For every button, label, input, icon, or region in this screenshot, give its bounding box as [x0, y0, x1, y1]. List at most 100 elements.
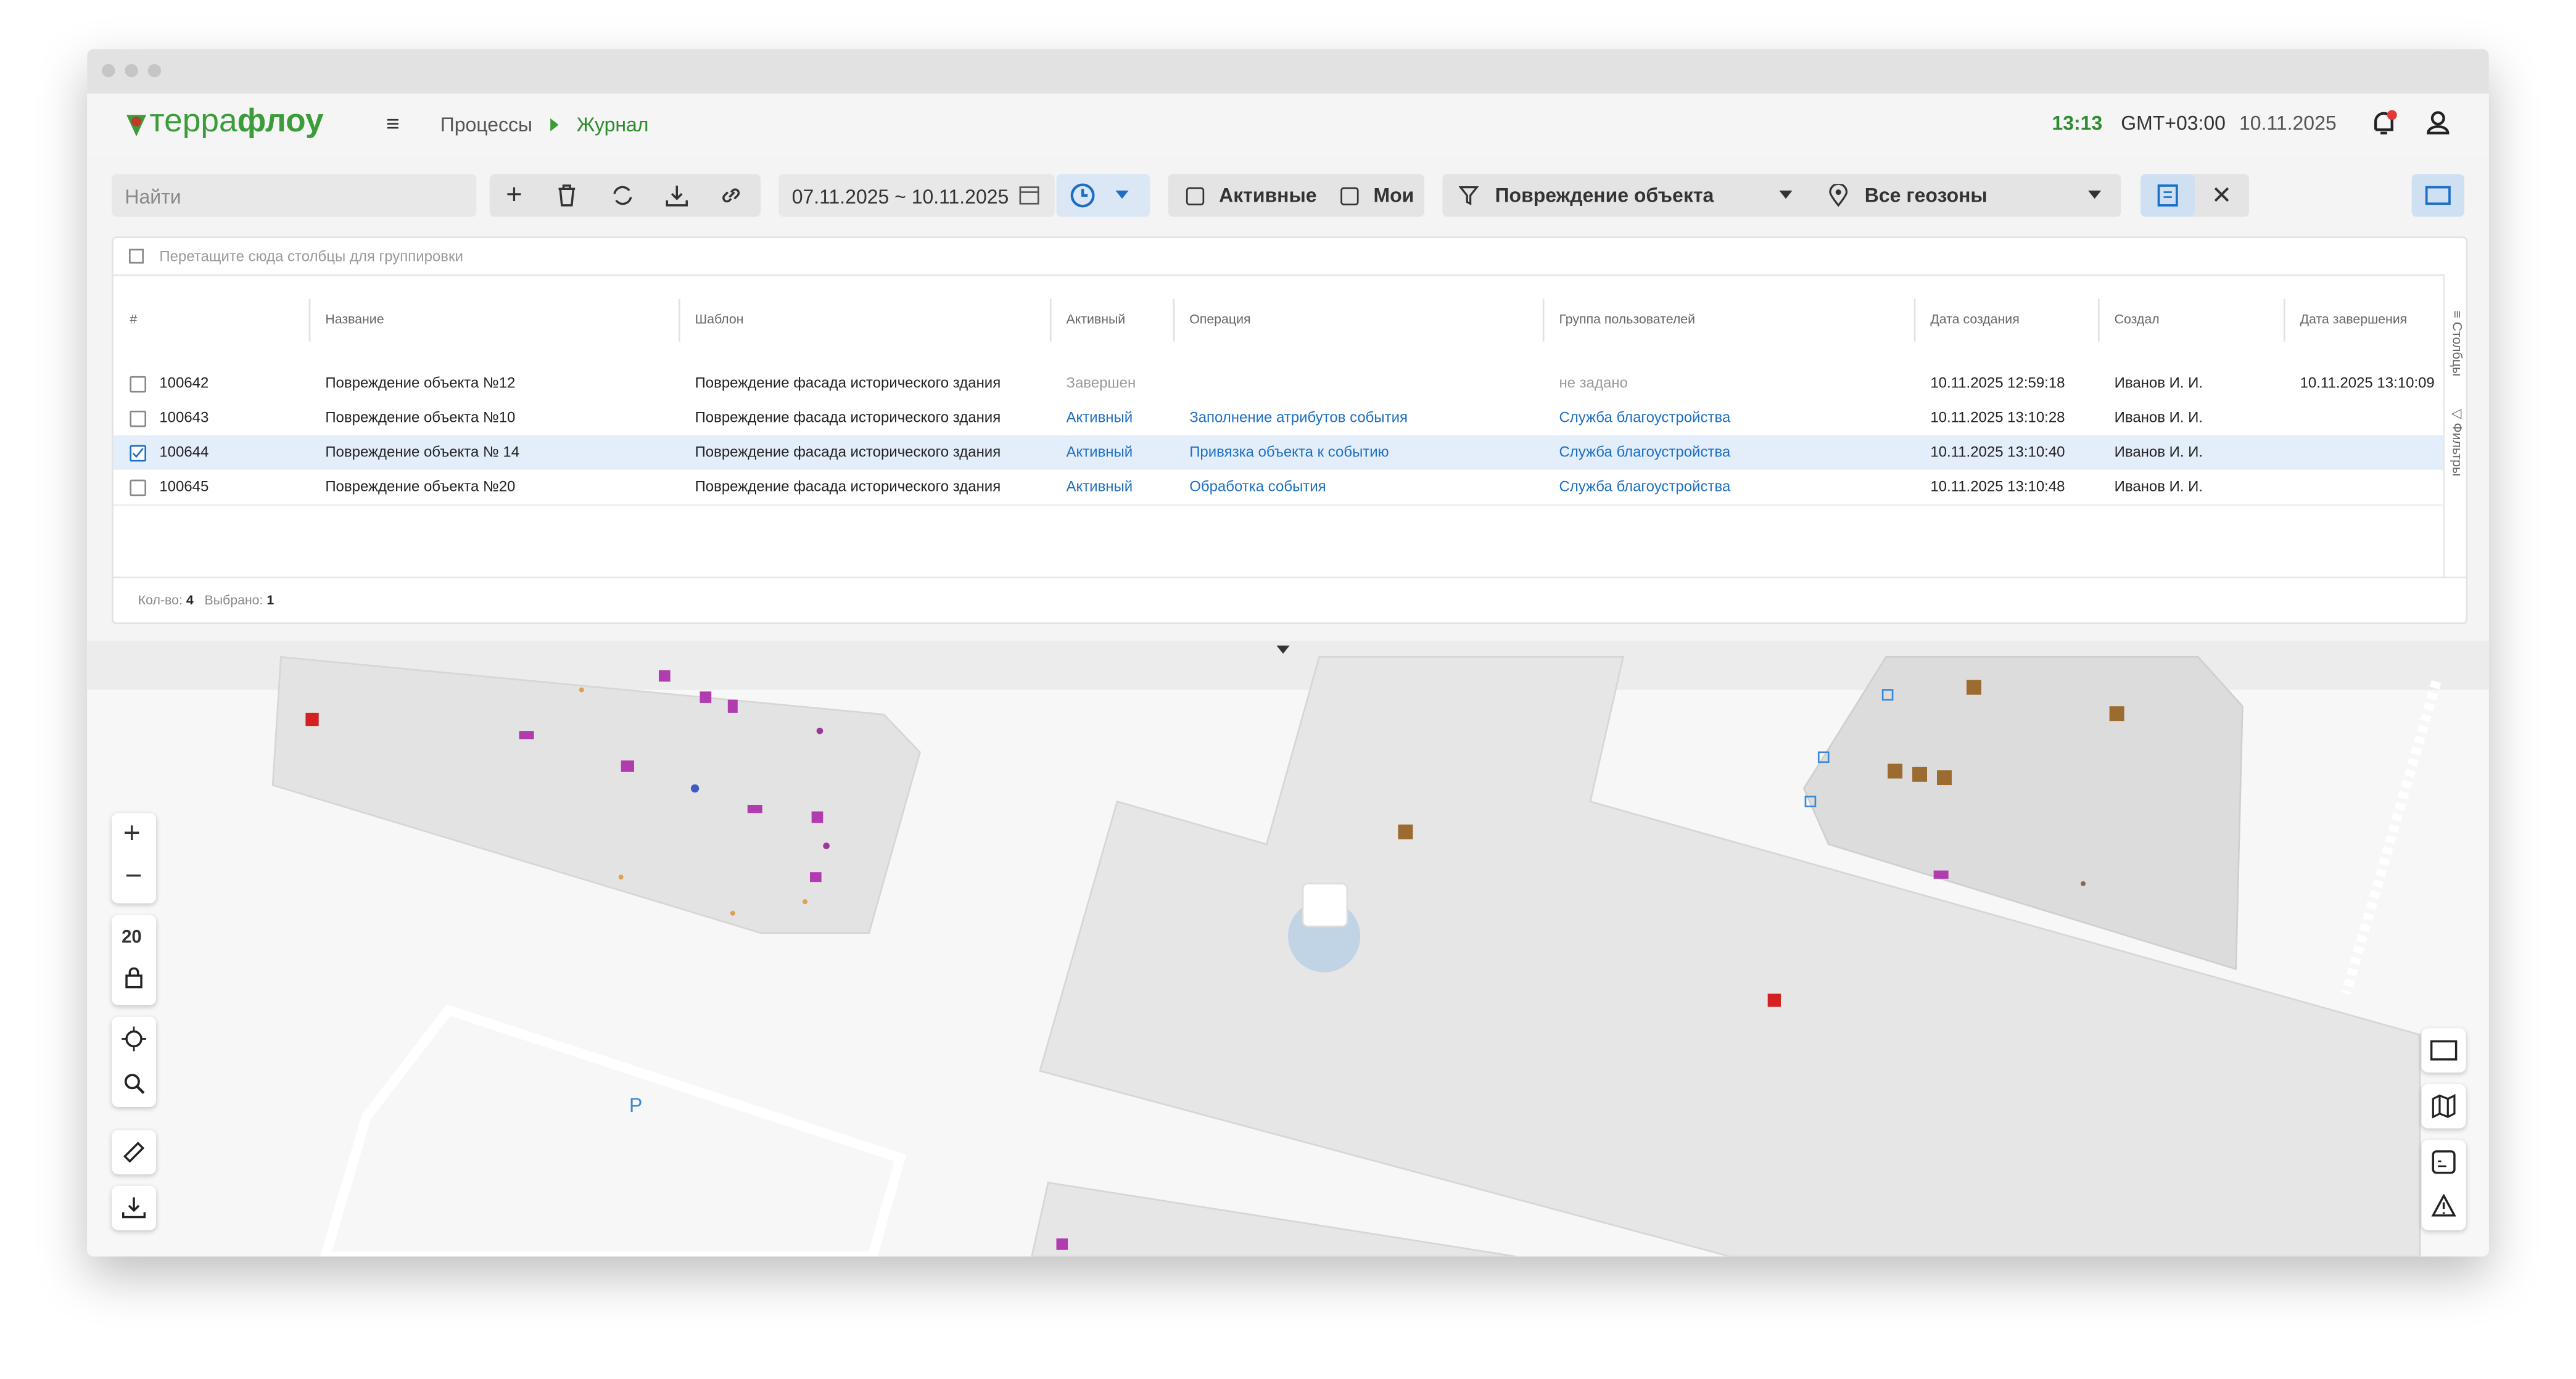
table-cell[interactable]: Активный: [1066, 409, 1133, 426]
app-window: террафлоу ≡ Процессы Журнал 13:13 GMT+03…: [87, 49, 2489, 1257]
filter-icon: [1458, 186, 1479, 205]
column-header[interactable]: Название: [325, 312, 384, 327]
table-cell: Повреждение объекта № 14: [325, 443, 520, 460]
profile[interactable]: [2423, 109, 2453, 138]
logo-part: терра: [149, 103, 237, 140]
table-row[interactable]: [113, 400, 2443, 437]
divider: [113, 274, 2445, 276]
column-header[interactable]: Шаблон: [695, 312, 744, 327]
table-cell: 100642: [159, 374, 209, 391]
column-header[interactable]: Группа пользователей: [1559, 312, 1696, 327]
table-cell[interactable]: Служба благоустройства: [1559, 478, 1731, 495]
check-mark: [132, 448, 144, 458]
logo-part: флоу: [237, 103, 324, 140]
checkbox-label: Активные: [1219, 184, 1317, 207]
logo-icon: [126, 115, 147, 137]
table-cell[interactable]: Активный: [1066, 443, 1133, 460]
close-button[interactable]: ✕: [2211, 182, 2232, 210]
table-cell[interactable]: Служба благоустройства: [1559, 409, 1731, 426]
table-cell: 10.11.2025 13:10:09: [2300, 374, 2435, 391]
locate-button[interactable]: [122, 1026, 147, 1052]
row-checkbox[interactable]: [130, 410, 147, 427]
link-button[interactable]: [720, 184, 743, 207]
column-separator: [1913, 298, 1916, 342]
date-range[interactable]: 07.11.2025 ~ 10.11.2025: [778, 174, 1055, 217]
table-cell: Повреждение фасада исторического здания: [695, 478, 1001, 495]
zoom-out[interactable]: −: [125, 858, 142, 892]
row-checkbox[interactable]: [130, 445, 147, 462]
expand-button[interactable]: [2411, 174, 2464, 217]
table-row[interactable]: [113, 469, 2443, 506]
ruler-button[interactable]: [112, 1130, 157, 1175]
table-cell[interactable]: Заполнение атрибутов события: [1189, 409, 1408, 426]
checkbox[interactable]: [1340, 187, 1359, 205]
filter-select[interactable]: Повреждение объекта: [1495, 184, 1714, 207]
row-checkbox[interactable]: [130, 376, 147, 393]
table-cell[interactable]: Обработка события: [1189, 478, 1326, 495]
zoom-in[interactable]: +: [123, 816, 141, 849]
table-cell: 10.11.2025 13:10:48: [1930, 478, 2065, 495]
column-header[interactable]: Создал: [2114, 312, 2160, 327]
table-cell: Повреждение фасада исторического здания: [695, 409, 1001, 426]
table-cell: 10.11.2025 13:10:40: [1930, 443, 2065, 460]
map[interactable]: P + − 20: [87, 640, 2489, 1257]
time-mode-button[interactable]: [1056, 174, 1150, 217]
breadcrumb-current: Журнал: [576, 113, 649, 137]
refresh-button[interactable]: [611, 184, 634, 207]
table-cell: Повреждение фасада исторического здания: [695, 443, 1001, 460]
zoom-level-value: 20: [122, 928, 142, 948]
table-cell[interactable]: Привязка объекта к событию: [1189, 443, 1389, 460]
table-cell: не задано: [1559, 374, 1628, 391]
locate-control: [112, 1016, 157, 1108]
warning-button[interactable]: [2431, 1194, 2456, 1217]
window-dot[interactable]: [147, 64, 162, 78]
column-header[interactable]: #: [130, 312, 138, 327]
checkbox[interactable]: [1186, 187, 1205, 205]
collapse-arrow[interactable]: [1276, 645, 1290, 656]
export-button[interactable]: [112, 1185, 157, 1230]
table-cell[interactable]: Служба благоустройства: [1559, 443, 1731, 460]
side-tab[interactable]: ▽ Фильтры: [2449, 409, 2464, 477]
expand-icon: [2425, 186, 2451, 205]
download-button[interactable]: [666, 184, 688, 207]
column-header[interactable]: Дата завершения: [2300, 312, 2408, 327]
logo[interactable]: террафлоу: [149, 104, 323, 141]
search-input[interactable]: Найти: [112, 174, 477, 217]
side-tab-label: Фильтры: [2449, 422, 2464, 477]
column-header[interactable]: Активный: [1066, 312, 1126, 327]
footer-value: 1: [266, 593, 275, 608]
layers-button[interactable]: [2421, 1084, 2466, 1129]
legend-button[interactable]: [2432, 1150, 2456, 1174]
table-cell: Иванов И. И.: [2114, 443, 2203, 460]
table-cell: Повреждение объекта №20: [325, 478, 516, 495]
table-cell[interactable]: Активный: [1066, 478, 1133, 495]
window-dot[interactable]: [125, 64, 138, 78]
breadcrumb-arrow: [550, 118, 559, 132]
search-map-button[interactable]: [123, 1072, 146, 1095]
table-row[interactable]: [113, 435, 2443, 472]
side-tab[interactable]: ≡ Столбцы: [2449, 310, 2464, 377]
column-header[interactable]: Дата создания: [1930, 312, 2020, 327]
notifications[interactable]: [2369, 109, 2398, 138]
title-bar: [87, 49, 2489, 94]
geozone-select[interactable]: Все геозоны: [1864, 184, 1988, 207]
row-checkbox[interactable]: [130, 479, 147, 496]
add-button[interactable]: +: [506, 179, 522, 210]
lock-button[interactable]: [125, 967, 142, 989]
window-dot[interactable]: [102, 64, 115, 78]
search-placeholder: Найти: [125, 185, 181, 209]
table-cell: Иванов И. И.: [2114, 409, 2203, 426]
table-cell: Завершен: [1066, 374, 1136, 391]
ruler-icon: [123, 1142, 145, 1163]
column-header[interactable]: Операция: [1189, 312, 1251, 327]
report-button[interactable]: [2140, 174, 2195, 217]
footer-label: Кол-во:: [138, 593, 183, 608]
footer-value: 4: [186, 593, 194, 608]
fullscreen-button[interactable]: [2421, 1028, 2466, 1073]
table-cell: Иванов И. И.: [2114, 478, 2203, 495]
breadcrumb-link[interactable]: Процессы: [440, 113, 532, 137]
menu-button[interactable]: ≡: [386, 110, 400, 137]
delete-button[interactable]: [555, 184, 578, 207]
